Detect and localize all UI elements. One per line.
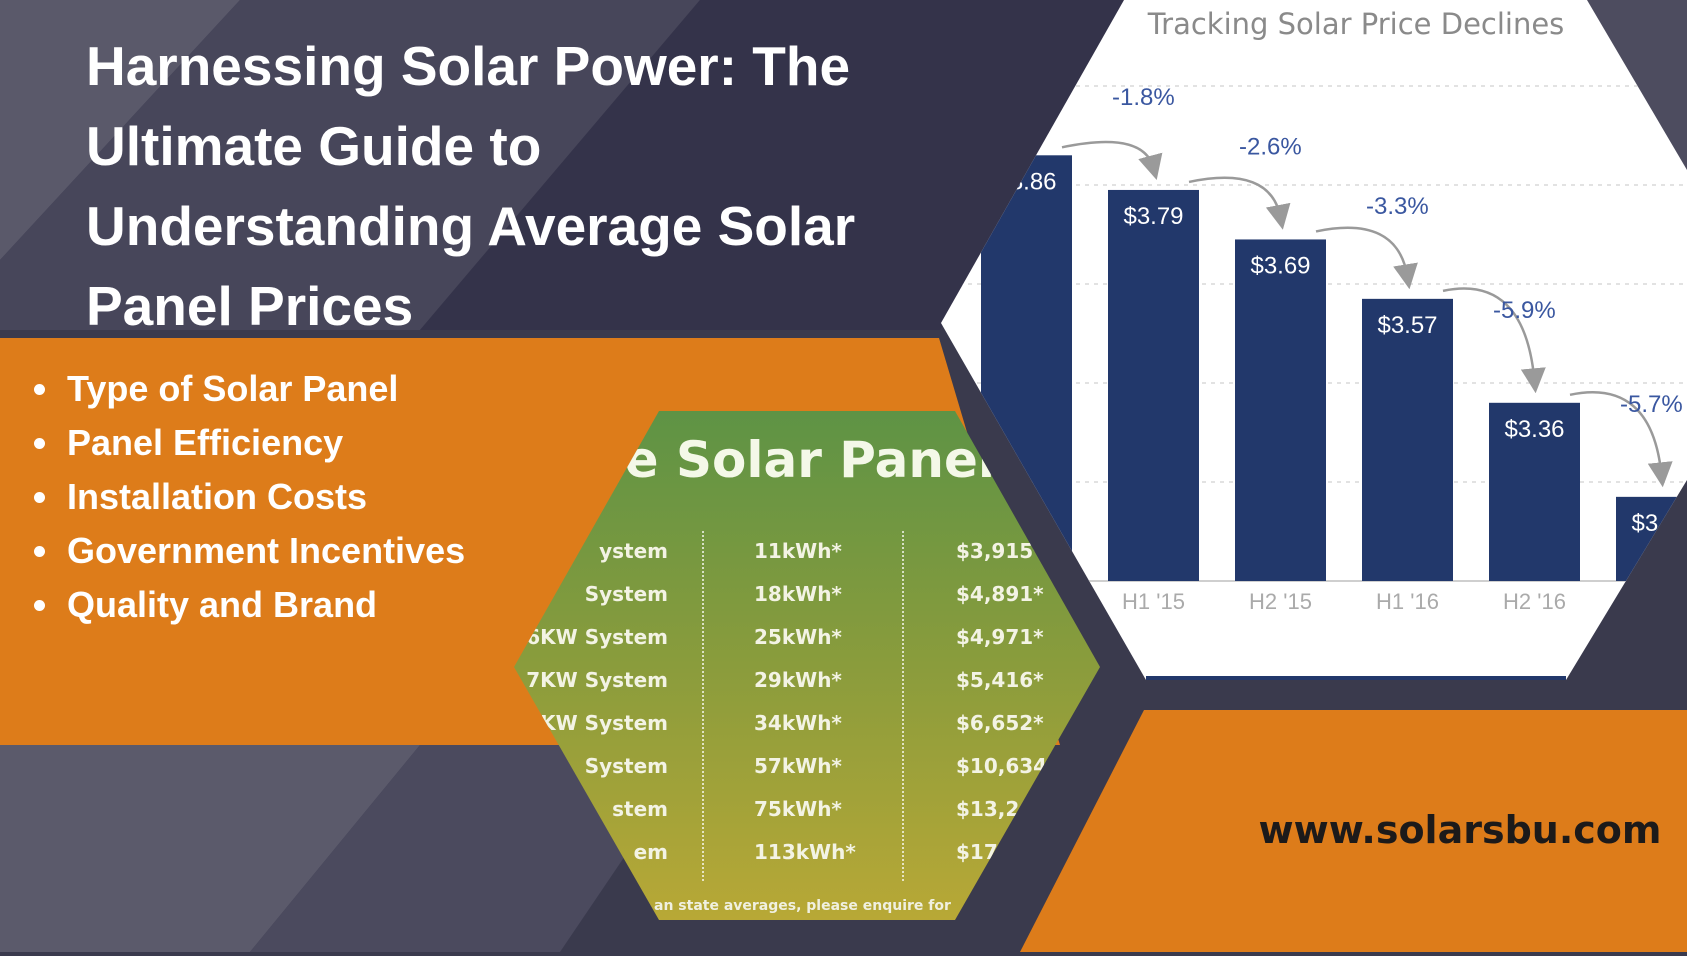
table-cell-output: 34kWh*: [754, 711, 842, 735]
table-cell-price: $3,915*: [956, 539, 1044, 563]
change-label: -2.6%: [1239, 133, 1302, 160]
list-item: Government Incentives: [30, 527, 465, 581]
list-item: Panel Efficiency: [30, 419, 465, 473]
list-item-label: Quality and Brand: [67, 584, 378, 625]
table-cell-output: 25kWh*: [754, 625, 842, 649]
bar-value-label: $3.69: [1250, 252, 1310, 279]
bar: [1235, 239, 1326, 581]
table-cell-output: 29kWh*: [754, 668, 842, 692]
table-cell-system: ystem: [599, 539, 668, 563]
bar: [1108, 189, 1199, 581]
title-line: Ultimate Guide to: [86, 115, 542, 177]
bar-value-label: $3.57: [1377, 312, 1437, 339]
list-item-label: Government Incentives: [67, 530, 466, 571]
change-label: -1.8%: [1112, 84, 1175, 111]
website-url: www.solarsbu.com: [1258, 808, 1662, 852]
list-item: Installation Costs: [30, 473, 465, 527]
table-cell-system: stem: [612, 797, 668, 821]
list-item-label: Type of Solar Panel: [67, 368, 399, 409]
table-cell-output: 18kWh*: [754, 582, 842, 606]
x-tick-label: H1 '16: [1376, 589, 1439, 614]
column-divider: [702, 531, 704, 881]
table-cell-price: $5,416*: [956, 668, 1044, 692]
table-cell-system: KW System: [540, 711, 668, 735]
bullet-icon: [34, 600, 45, 611]
table-cell-output: 113kWh*: [754, 840, 856, 864]
bar-value-label: $3.79: [1123, 203, 1183, 230]
table-cell-output: 75kWh*: [754, 797, 842, 821]
chart-title: Tracking Solar Price Declines: [1147, 7, 1565, 41]
change-arrow: [1188, 176, 1291, 230]
title-line: Understanding Average Solar: [86, 195, 856, 257]
table-title: ge Solar Panel: [588, 431, 995, 489]
page-title: Harnessing Solar Power: The Ultimate Gui…: [86, 26, 986, 346]
table-row: stem 75kWh* $13,2: [514, 797, 1100, 837]
table-row: em 113kWh* $17: [514, 840, 1100, 880]
bullet-icon: [34, 546, 45, 557]
x-tick-label: H2 '15: [1249, 589, 1312, 614]
table-row: System 18kWh* $4,891*: [514, 582, 1100, 622]
bullet-icon: [34, 438, 45, 449]
list-item: Quality and Brand: [30, 581, 465, 635]
table-cell-system: System: [584, 754, 668, 778]
title-line: Panel Prices: [86, 275, 414, 337]
bar: [1489, 402, 1580, 581]
table-cell-price: $4,891*: [956, 582, 1044, 606]
table-row: 7KW System 29kWh* $5,416*: [514, 668, 1100, 708]
column-divider: [902, 531, 904, 881]
x-tick-label: H1 '15: [1122, 589, 1185, 614]
change-arrow: [1061, 140, 1163, 181]
title-line: Harnessing Solar Power: The: [86, 35, 851, 97]
table-cell-system: 6KW System: [526, 625, 668, 649]
table-cell-price: $6,652*: [956, 711, 1044, 735]
bullet-icon: [34, 492, 45, 503]
list-item-label: Installation Costs: [67, 476, 368, 517]
table-cell-system: 7KW System: [526, 668, 668, 692]
feature-list: Type of Solar Panel Panel Efficiency Ins…: [30, 365, 465, 635]
change-arrow: [1315, 226, 1418, 290]
bar-value-label: $3.36: [1504, 416, 1564, 443]
list-item-label: Panel Efficiency: [67, 422, 344, 463]
orange-corner-panel: [1020, 710, 1687, 952]
table-cell-system: em: [633, 840, 668, 864]
price-table-image: ge Solar Panel an state averages, please…: [514, 411, 1100, 920]
list-item: Type of Solar Panel: [30, 365, 465, 419]
table-row: 6KW System 25kWh* $4,971*: [514, 625, 1100, 665]
table-cell-price: $13,2: [956, 797, 1020, 821]
table-row: KW System 34kWh* $6,652*: [514, 711, 1100, 751]
table-cell-system: System: [584, 582, 668, 606]
change-arrow: [1569, 391, 1673, 488]
change-label: -5.9%: [1493, 297, 1556, 324]
table-row: System 57kWh* $10,634*: [514, 754, 1100, 794]
x-tick-label: H2 '16: [1503, 589, 1566, 614]
change-label: -3.3%: [1366, 193, 1429, 220]
table-cell-output: 57kWh*: [754, 754, 842, 778]
table-cell-price: $4,971*: [956, 625, 1044, 649]
bar: [1362, 298, 1453, 581]
change-label: -5.7%: [1620, 391, 1683, 418]
chart-bottom-border: [1146, 676, 1566, 680]
bullet-icon: [34, 384, 45, 395]
table-row: ystem 11kWh* $3,915*: [514, 539, 1100, 579]
table-cell-output: 11kWh*: [754, 539, 842, 563]
table-footnote: an state averages, please enquire for: [654, 898, 951, 914]
change-arrow: [1442, 287, 1546, 394]
